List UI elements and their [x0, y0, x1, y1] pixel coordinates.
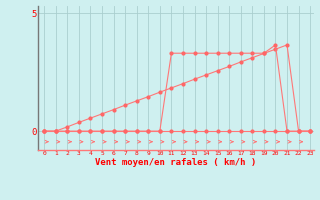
X-axis label: Vent moyen/en rafales ( km/h ): Vent moyen/en rafales ( km/h ): [95, 158, 257, 167]
